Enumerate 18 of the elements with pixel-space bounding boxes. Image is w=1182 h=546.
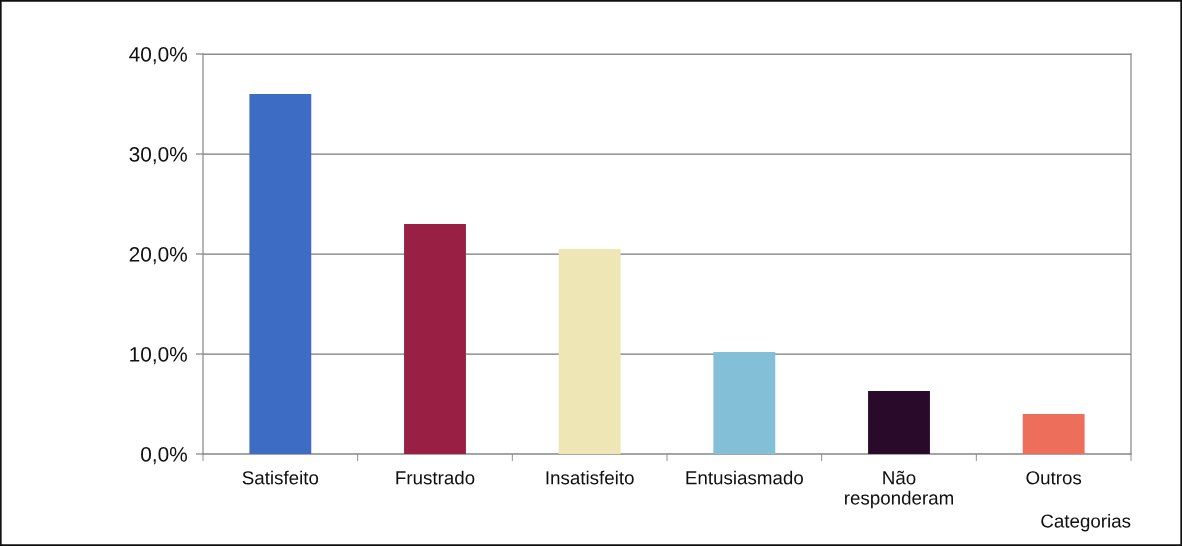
x-tick-label: Entusiasmado xyxy=(686,470,803,485)
x-tick-label: Não responderam xyxy=(845,470,954,509)
y-tick-label: 20,0% xyxy=(129,247,187,265)
bar xyxy=(249,94,312,454)
bar xyxy=(1022,414,1085,454)
x-axis-title: Categorias xyxy=(1041,513,1131,532)
y-tick-label: 40,0% xyxy=(129,47,187,65)
bar xyxy=(558,249,621,454)
x-tick-label: Satisfeito xyxy=(242,470,319,485)
bar xyxy=(868,391,930,454)
y-tick-label: 10,0% xyxy=(130,347,187,365)
bar xyxy=(404,224,466,454)
x-tick-label: Frustrado xyxy=(396,470,475,485)
y-tick-label: 0,0% xyxy=(141,447,187,465)
bar xyxy=(713,352,776,454)
x-tick-label: Insatisfeito xyxy=(546,470,634,485)
x-tick-label: Outros xyxy=(1026,471,1082,485)
y-tick-label: 30,0% xyxy=(129,147,187,165)
